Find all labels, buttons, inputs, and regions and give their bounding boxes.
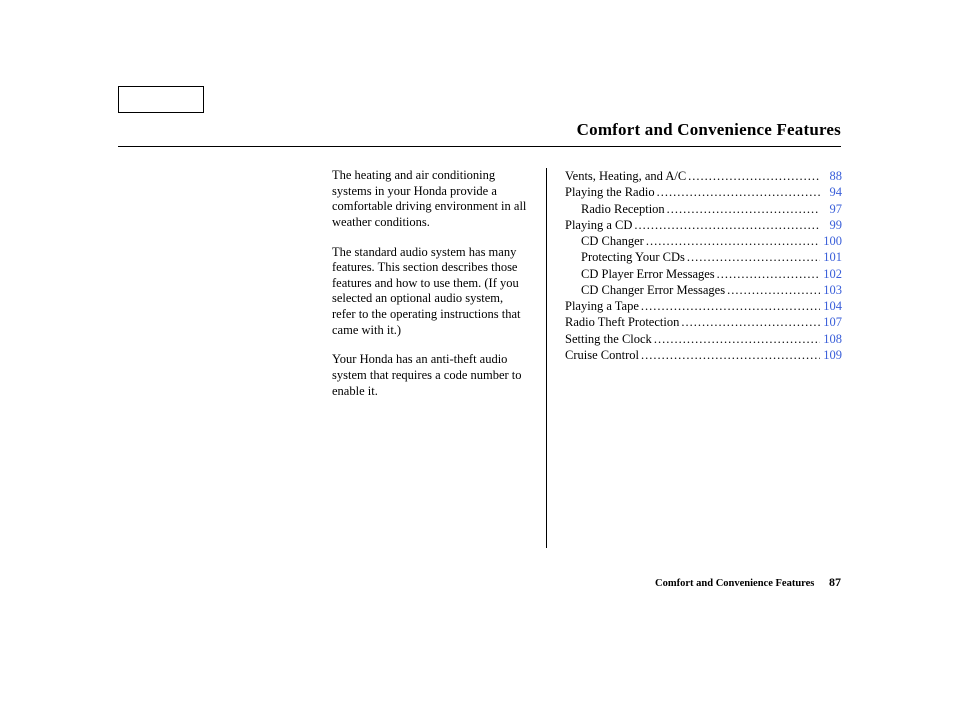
toc-label: CD Changer Error Messages: [581, 282, 725, 298]
toc-leader-dots: [655, 184, 820, 200]
toc-row: CD Changer Error Messages 103: [565, 282, 842, 298]
toc-leader-dots: [632, 217, 820, 233]
toc-label: Radio Theft Protection: [565, 314, 679, 330]
footer-page-number: 87: [829, 575, 841, 589]
toc-column: Vents, Heating, and A/C88Playing the Rad…: [547, 168, 842, 548]
toc-page-link[interactable]: 107: [820, 314, 842, 330]
toc-label: Playing a CD: [565, 217, 632, 233]
intro-paragraph: The heating and air conditioning systems…: [332, 168, 528, 231]
toc-page-link[interactable]: 94: [820, 184, 842, 200]
toc-row: Radio Theft Protection 107: [565, 314, 842, 330]
toc-row: Cruise Control 109: [565, 347, 842, 363]
toc-leader-dots: [639, 298, 820, 314]
page-tab: [118, 86, 204, 113]
toc-leader-dots: [665, 201, 820, 217]
page-title: Comfort and Convenience Features: [577, 120, 841, 139]
toc-leader-dots: [639, 347, 820, 363]
toc-page-link[interactable]: 97: [820, 201, 842, 217]
toc-label: Protecting Your CDs: [581, 249, 685, 265]
toc-page-link[interactable]: 99: [820, 217, 842, 233]
toc-label: Vents, Heating, and A/C: [565, 168, 686, 184]
toc-leader-dots: [685, 249, 820, 265]
intro-paragraph: Your Honda has an anti-theft audio syste…: [332, 352, 528, 399]
toc-page-link[interactable]: 88: [820, 168, 842, 184]
toc-label: Radio Reception: [581, 201, 665, 217]
footer-section-label: Comfort and Convenience Features: [655, 578, 814, 589]
toc-row: Radio Reception 97: [565, 201, 842, 217]
toc-leader-dots: [715, 266, 820, 282]
toc-row: Playing the Radio 94: [565, 184, 842, 200]
toc-leader-dots: [644, 233, 820, 249]
toc-page-link[interactable]: 103: [820, 282, 842, 298]
toc-page-link[interactable]: 108: [820, 331, 842, 347]
manual-page: Comfort and Convenience Features The hea…: [0, 0, 954, 710]
toc-leader-dots: [725, 282, 820, 298]
toc-page-link[interactable]: 100: [820, 233, 842, 249]
toc-label: Cruise Control: [565, 347, 639, 363]
toc-row: Playing a CD 99: [565, 217, 842, 233]
toc-label: CD Changer: [581, 233, 644, 249]
toc-label: Playing a Tape: [565, 298, 639, 314]
toc-label: Setting the Clock: [565, 331, 652, 347]
toc-label: Playing the Radio: [565, 184, 655, 200]
toc-page-link[interactable]: 102: [820, 266, 842, 282]
intro-column: The heating and air conditioning systems…: [332, 168, 547, 548]
toc-page-link[interactable]: 109: [820, 347, 842, 363]
toc-leader-dots: [652, 331, 820, 347]
toc-row: Protecting Your CDs 101: [565, 249, 842, 265]
toc-row: CD Player Error Messages 102: [565, 266, 842, 282]
toc-label: CD Player Error Messages: [581, 266, 715, 282]
toc-row: Playing a Tape 104: [565, 298, 842, 314]
toc-row: Setting the Clock 108: [565, 331, 842, 347]
title-bar: Comfort and Convenience Features: [118, 120, 841, 147]
toc-leader-dots: [686, 168, 820, 184]
intro-paragraph: The standard audio system has many featu…: [332, 245, 528, 339]
toc-page-link[interactable]: 101: [820, 249, 842, 265]
toc-page-link[interactable]: 104: [820, 298, 842, 314]
content-columns: The heating and air conditioning systems…: [332, 168, 842, 548]
toc-leader-dots: [679, 314, 820, 330]
toc-row: Vents, Heating, and A/C 88: [565, 168, 842, 184]
toc-row: CD Changer 100: [565, 233, 842, 249]
page-footer: Comfort and Convenience Features 87: [118, 575, 841, 590]
